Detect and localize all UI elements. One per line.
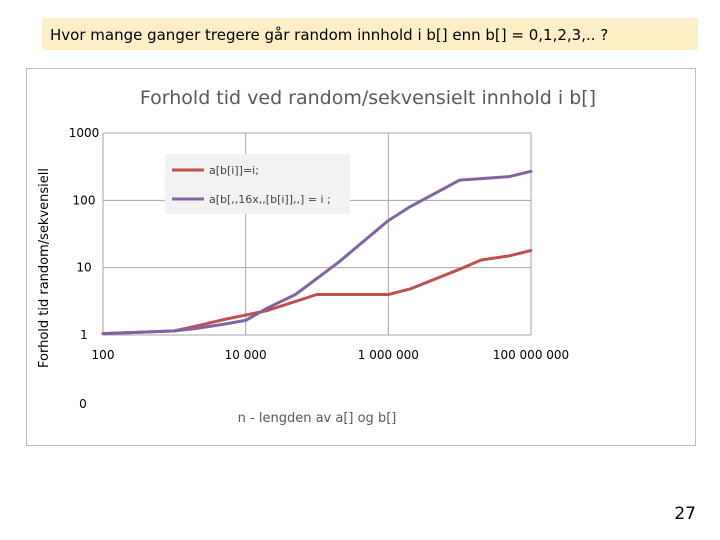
y-tick-label: 100 (73, 193, 96, 207)
y-tick-label: 1 (80, 328, 88, 342)
legend-label-1: a[b[i]]=i; (209, 164, 259, 177)
y-tick-label: 10 (76, 261, 91, 275)
chart-frame (26, 68, 696, 446)
series-line-2 (101, 169, 533, 336)
chart-title: Forhold tid ved random/sekvensielt innho… (140, 87, 596, 109)
x-tick-label: 100 (92, 348, 115, 362)
series-line-1 (101, 249, 533, 336)
x-axis-label: n - lengden av a[] og b[] (238, 411, 397, 426)
series-lines (101, 169, 533, 336)
y-axis-label: Forhold tid random/sekvensiell (37, 168, 52, 368)
x-tick-label: 1 000 000 (358, 348, 419, 362)
tick-labels: 1000 100 10 1 100 10 000 1 000 000 100 000 000 (69, 126, 569, 362)
slide-title: Hvor mange ganger tregere går random inn… (42, 18, 698, 50)
y-tick-label: 1000 (69, 126, 100, 140)
x-tick-label: 100 000 000 (493, 348, 569, 362)
legend: a[b[i]]=i; a[b[,,16x,,[b[i]],,] = i ; (165, 154, 350, 214)
y-extra-label: 0 (79, 397, 87, 411)
page-number: 27 (674, 504, 696, 524)
legend-box (165, 154, 350, 214)
legend-label-2: a[b[,,16x,,[b[i]],,] = i ; (209, 193, 331, 206)
x-tick-label: 10 000 (225, 348, 267, 362)
